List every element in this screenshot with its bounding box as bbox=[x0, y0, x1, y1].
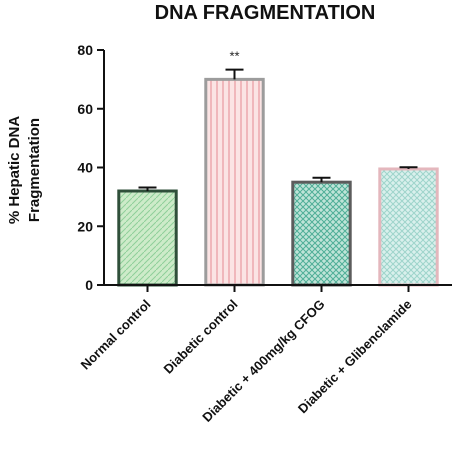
y-tick-label: 80 bbox=[77, 42, 93, 58]
bar-3 bbox=[291, 180, 352, 287]
y-tick-label: 0 bbox=[85, 277, 93, 293]
y-tick-label: 40 bbox=[77, 160, 93, 176]
y-axis-label: % Hepatic DNA Fragmentation bbox=[6, 116, 43, 225]
chart-title: DNA FRAGMENTATION bbox=[155, 2, 376, 24]
y-tick-label: 20 bbox=[77, 218, 93, 234]
x-tick-label: Normal control bbox=[78, 297, 154, 373]
significance-marker: ** bbox=[229, 49, 239, 64]
x-tick-label: Diabetic control bbox=[161, 297, 241, 377]
y-axis: 0 20 40 60 80 bbox=[77, 42, 105, 293]
bar-1 bbox=[117, 189, 178, 287]
y-axis-label-line-1: % Hepatic DNA bbox=[6, 116, 23, 225]
y-axis-label-line-2: Fragmentation bbox=[26, 118, 43, 222]
bars: ** bbox=[117, 49, 439, 287]
bar-2 bbox=[204, 77, 265, 287]
bar-4 bbox=[378, 167, 439, 287]
y-tick-label: 60 bbox=[77, 101, 93, 117]
